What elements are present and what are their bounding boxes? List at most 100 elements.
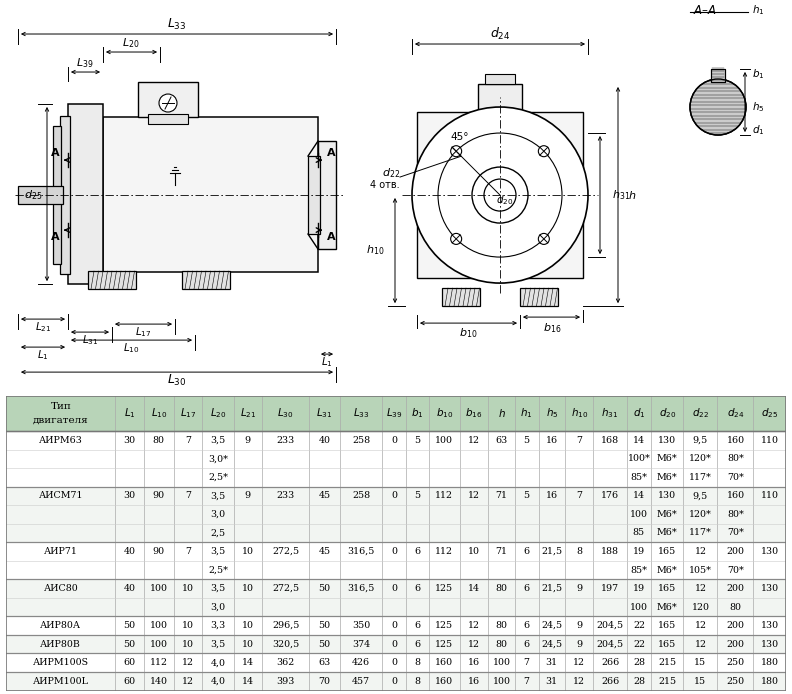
Text: 2,5*: 2,5* (208, 473, 228, 482)
Bar (138, 82, 198, 117)
Text: $h_{10}$: $h_{10}$ (366, 243, 384, 257)
Text: 16: 16 (546, 436, 558, 445)
Text: 233: 233 (276, 491, 295, 500)
Text: 130: 130 (760, 584, 779, 593)
Bar (6, 654, 786, 672)
Bar (6, 486, 786, 505)
Text: $d_1$: $d_1$ (752, 123, 764, 137)
Text: 130: 130 (760, 547, 779, 556)
Text: 12: 12 (182, 677, 194, 686)
Text: $h$: $h$ (628, 189, 636, 201)
Text: 117*: 117* (689, 528, 712, 537)
Text: 457: 457 (352, 677, 370, 686)
Text: $b_{16}$: $b_{16}$ (466, 407, 483, 420)
Bar (6, 561, 786, 579)
Text: $L_{39}$: $L_{39}$ (386, 407, 402, 420)
Bar (60, 116, 70, 274)
Text: $h_1$: $h_1$ (520, 407, 533, 420)
Text: $d_{24}$: $d_{24}$ (727, 407, 744, 420)
Text: 110: 110 (760, 491, 779, 500)
Circle shape (438, 133, 562, 257)
Text: 140: 140 (150, 677, 168, 686)
Text: 9,5: 9,5 (693, 436, 708, 445)
Text: 200: 200 (726, 640, 744, 649)
Text: 22: 22 (633, 621, 645, 630)
Bar (520, 288, 558, 306)
Text: $d_{22}$: $d_{22}$ (382, 166, 400, 180)
Text: 14: 14 (242, 658, 253, 667)
Text: 258: 258 (352, 491, 370, 500)
Text: 3,0: 3,0 (211, 510, 226, 519)
Text: A: A (51, 148, 59, 158)
Text: $L_{21}$: $L_{21}$ (35, 320, 51, 334)
Text: 316,5: 316,5 (347, 584, 375, 593)
Text: 0: 0 (391, 436, 397, 445)
Text: 60: 60 (124, 677, 135, 686)
Text: $h_1$: $h_1$ (752, 3, 764, 17)
Text: 3,5: 3,5 (211, 640, 226, 649)
Bar (442, 288, 480, 306)
Text: 0: 0 (391, 584, 397, 593)
Text: M6*: M6* (657, 528, 678, 537)
Text: 10: 10 (182, 584, 194, 593)
Text: $L_{30}$: $L_{30}$ (277, 407, 294, 420)
Text: 12: 12 (468, 436, 480, 445)
Text: 15: 15 (695, 677, 706, 686)
Text: 10: 10 (182, 621, 194, 630)
Text: 16: 16 (468, 677, 480, 686)
Text: 3,3: 3,3 (211, 621, 226, 630)
Text: 9,5: 9,5 (693, 491, 708, 500)
Bar (6, 672, 786, 691)
Text: 70*: 70* (727, 528, 744, 537)
Text: 320,5: 320,5 (272, 640, 299, 649)
Text: $L_{31}$: $L_{31}$ (82, 333, 98, 347)
Text: $L_{10}$: $L_{10}$ (123, 341, 139, 355)
Circle shape (412, 107, 588, 283)
Text: 7: 7 (185, 547, 191, 556)
Bar (711, 69, 725, 82)
Text: 19: 19 (633, 584, 645, 593)
Text: АИРМ63: АИРМ63 (39, 436, 82, 445)
Text: 24,5: 24,5 (541, 640, 562, 649)
Text: двигателя: двигателя (33, 415, 89, 424)
Bar (711, 69, 725, 82)
Text: $L_{10}$: $L_{10}$ (150, 407, 167, 420)
Text: $h_{10}$: $h_{10}$ (570, 407, 588, 420)
Text: 120: 120 (691, 602, 710, 611)
Text: M6*: M6* (657, 455, 678, 464)
Text: 80: 80 (496, 640, 508, 649)
Text: A: A (51, 232, 59, 242)
Text: 7: 7 (524, 677, 530, 686)
Text: 6: 6 (414, 584, 421, 593)
Text: АИС80: АИС80 (44, 584, 78, 593)
Bar (6, 524, 786, 542)
Text: 120*: 120* (689, 455, 712, 464)
Text: 10: 10 (468, 547, 480, 556)
Text: 15: 15 (695, 658, 706, 667)
Text: 125: 125 (436, 621, 453, 630)
Text: $d_{20}$: $d_{20}$ (497, 193, 514, 207)
Text: 90: 90 (153, 491, 165, 500)
Text: 70: 70 (318, 677, 330, 686)
Text: 71: 71 (496, 491, 508, 500)
Text: A: A (326, 232, 335, 242)
Text: 6: 6 (414, 547, 421, 556)
Text: 12: 12 (695, 621, 706, 630)
Text: 2,5*: 2,5* (208, 566, 228, 575)
Text: 160: 160 (726, 436, 744, 445)
Bar (68, 104, 103, 284)
Text: 60: 60 (124, 658, 135, 667)
Bar (53, 126, 61, 264)
Text: 30: 30 (124, 491, 135, 500)
Text: M6*: M6* (657, 566, 678, 575)
Text: 100: 100 (436, 436, 453, 445)
Bar (478, 84, 522, 112)
Bar (88, 271, 136, 289)
Text: 180: 180 (760, 658, 779, 667)
Bar (18, 186, 63, 204)
Circle shape (539, 146, 550, 157)
Bar (6, 396, 786, 431)
Text: 250: 250 (726, 658, 744, 667)
Text: 16: 16 (468, 658, 480, 667)
Text: 8: 8 (414, 677, 421, 686)
